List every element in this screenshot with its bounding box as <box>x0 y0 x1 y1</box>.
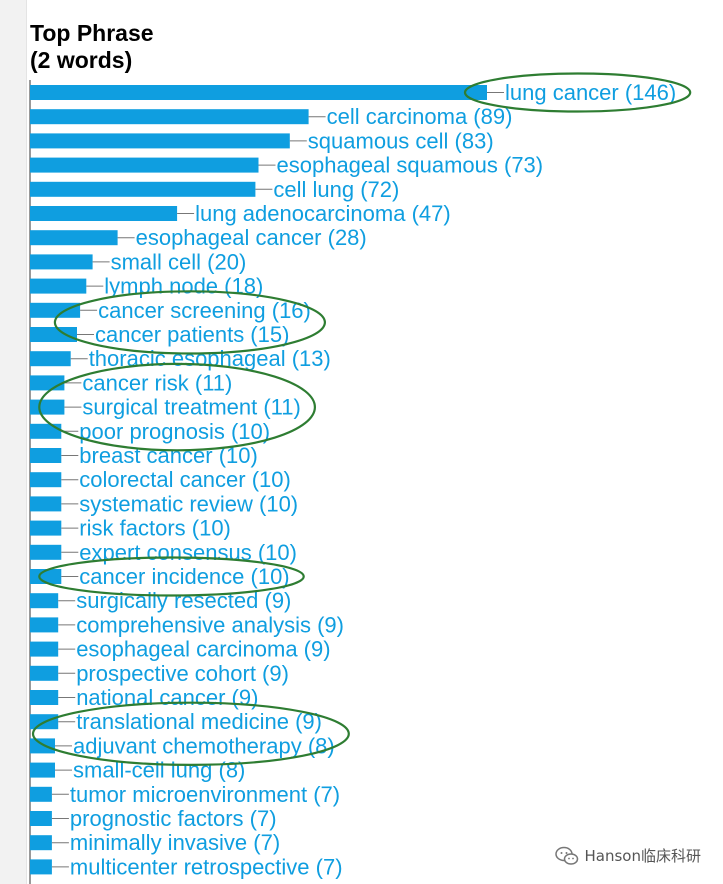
data-label-surgically-resected: surgically resected (9) <box>76 588 291 613</box>
bar-systematic-review <box>30 496 62 512</box>
wechat-icon <box>554 846 578 865</box>
data-label-cancer-patients: cancer patients (15) <box>95 322 289 347</box>
data-label-cell-carcinoma: cell carcinoma (89) <box>327 104 513 129</box>
bar-risk-factors <box>30 520 62 536</box>
highlight-ellipse-1 <box>463 72 692 113</box>
bar-small-cell-lung <box>30 762 55 778</box>
data-label-cell-lung: cell lung (72) <box>273 177 399 202</box>
data-label-esophageal-carcinoma: esophageal carcinoma (9) <box>76 637 330 662</box>
data-label-comprehensive-analysis: comprehensive analysis (9) <box>76 612 344 637</box>
data-label-translational-medicine: translational medicine (9) <box>76 709 322 734</box>
data-label-cancer-incidence: cancer incidence (10) <box>79 564 289 589</box>
bar-lung-adenocarcinoma <box>30 206 178 221</box>
data-label-esophageal-cancer: esophageal cancer (28) <box>136 225 367 250</box>
bar-cell-carcinoma <box>30 109 309 125</box>
data-label-risk-factors: risk factors (10) <box>79 516 231 541</box>
bar-adjuvant-chemotherapy <box>30 738 55 754</box>
data-label-prognostic-factors: prognostic factors (7) <box>70 806 277 831</box>
bar-lymph-node <box>30 278 87 294</box>
bar-minimally-invasive <box>30 835 52 851</box>
data-label-small-cell-lung: small-cell lung (8) <box>73 758 245 783</box>
data-label-systematic-review: systematic review (10) <box>79 491 298 516</box>
data-label-esophageal-squamous: esophageal squamous (73) <box>277 153 544 178</box>
watermark: Hanson临床科研 <box>554 845 701 866</box>
bar-squamous-cell <box>30 133 290 149</box>
highlight-ellipse-5 <box>31 701 350 767</box>
bar-expert-consensus <box>30 544 62 560</box>
bar-cancer-incidence <box>30 569 62 584</box>
bars-group: lung cancer (146)cell carcinoma (89)squa… <box>30 80 676 879</box>
chart-title: Top Phrase (2 words) <box>30 20 154 74</box>
highlight-ellipse-4 <box>38 556 305 597</box>
data-label-poor-prognosis: poor prognosis (10) <box>79 419 270 444</box>
chart-left-axis-strip <box>0 0 27 884</box>
data-label-lung-adenocarcinoma: lung adenocarcinoma (47) <box>195 201 451 226</box>
bar-cancer-risk <box>30 375 65 391</box>
bar-cancer-screening <box>30 302 81 318</box>
bar-colorectal-cancer <box>30 472 62 488</box>
bar-tumor-microenvironment <box>30 786 52 802</box>
data-label-colorectal-cancer: colorectal cancer (10) <box>79 467 291 492</box>
bar-comprehensive-analysis <box>30 617 59 633</box>
data-label-squamous-cell: squamous cell (83) <box>308 128 494 153</box>
bar-prognostic-factors <box>30 811 52 826</box>
bar-national-cancer <box>30 690 59 705</box>
watermark-text: Hanson临床科研 <box>584 847 701 865</box>
bar-lung-cancer <box>30 85 487 100</box>
bar-poor-prognosis <box>30 423 62 439</box>
bar-prospective-cohort <box>30 665 59 681</box>
data-label-minimally-invasive: minimally invasive (7) <box>70 830 280 855</box>
bar-cell-lung <box>30 181 256 197</box>
bar-small-cell <box>30 254 93 270</box>
data-label-national-cancer: national cancer (9) <box>76 685 258 710</box>
highlight-ellipse-3 <box>38 362 317 452</box>
bar-surgically-resected <box>30 593 59 609</box>
bar-cancer-patients <box>30 327 77 342</box>
data-label-expert-consensus: expert consensus (10) <box>79 540 297 565</box>
highlight-ellipse-2 <box>53 290 326 355</box>
bar-esophageal-cancer <box>30 230 118 246</box>
data-label-cancer-risk: cancer risk (11) <box>82 370 232 395</box>
data-label-prospective-cohort: prospective cohort (9) <box>76 661 289 686</box>
bar-thoracic-esophageal <box>30 351 71 367</box>
data-label-surgical-treatment: surgical treatment (11) <box>82 395 300 420</box>
data-label-adjuvant-chemotherapy: adjuvant chemotherapy (8) <box>73 733 335 758</box>
data-label-cancer-screening: cancer screening (16) <box>98 298 311 323</box>
data-label-lung-cancer: lung cancer (146) <box>505 80 676 105</box>
bar-breast-cancer <box>30 448 62 463</box>
data-label-small-cell: small cell (20) <box>111 249 247 274</box>
data-label-multicenter-retrospective: multicenter retrospective (7) <box>70 854 343 879</box>
highlight-ellipses-group <box>31 72 692 767</box>
bar-surgical-treatment <box>30 399 65 415</box>
chart-title-line1: Top Phrase <box>30 20 154 46</box>
chart-title-line2: (2 words) <box>30 47 133 73</box>
bar-esophageal-squamous <box>30 157 259 173</box>
bar-multicenter-retrospective <box>30 859 52 875</box>
bar-esophageal-carcinoma <box>30 641 59 657</box>
data-label-tumor-microenvironment: tumor microenvironment (7) <box>70 782 340 807</box>
